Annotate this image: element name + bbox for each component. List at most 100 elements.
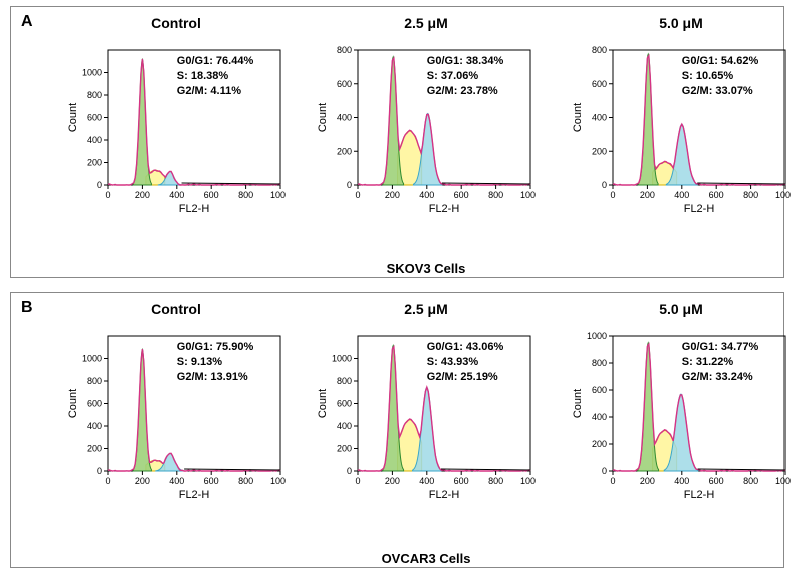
svg-text:200: 200 xyxy=(592,439,607,449)
svg-text:800: 800 xyxy=(743,190,758,200)
svg-text:1000: 1000 xyxy=(82,354,102,364)
svg-text:800: 800 xyxy=(488,190,503,200)
svg-text:800: 800 xyxy=(488,476,503,486)
x-axis-label: FL2-H xyxy=(179,203,210,215)
svg-text:200: 200 xyxy=(385,190,400,200)
y-axis-label: Count xyxy=(67,103,79,132)
stat-g2m: G2/M: 25.19% xyxy=(427,371,498,383)
svg-text:200: 200 xyxy=(592,146,607,156)
svg-text:200: 200 xyxy=(337,444,352,454)
cell-line-label: SKOV3 Cells xyxy=(326,261,526,276)
svg-text:800: 800 xyxy=(337,45,352,55)
svg-text:200: 200 xyxy=(135,476,150,486)
x-axis-label: FL2-H xyxy=(684,489,715,501)
svg-text:200: 200 xyxy=(640,476,655,486)
svg-text:800: 800 xyxy=(337,376,352,386)
y-axis-label: Count xyxy=(572,389,584,418)
svg-text:200: 200 xyxy=(135,190,150,200)
svg-text:0: 0 xyxy=(347,466,352,476)
svg-text:800: 800 xyxy=(592,45,607,55)
stat-s: S: 18.38% xyxy=(177,70,228,82)
y-axis-label: Count xyxy=(572,103,584,132)
svg-text:800: 800 xyxy=(238,476,253,486)
cell-cycle-stats: G0/G1: 54.62%S: 10.65%G2/M: 33.07% xyxy=(682,54,758,99)
svg-text:1000: 1000 xyxy=(775,476,791,486)
svg-text:600: 600 xyxy=(709,190,724,200)
svg-text:0: 0 xyxy=(97,466,102,476)
condition-title: Control xyxy=(76,15,276,31)
stat-g2m: G2/M: 33.24% xyxy=(682,371,753,383)
stat-g0g1: G0/G1: 54.62% xyxy=(682,55,758,67)
svg-text:0: 0 xyxy=(610,190,615,200)
x-axis-label: FL2-H xyxy=(429,489,460,501)
panel-a-label: A xyxy=(21,13,33,31)
svg-text:0: 0 xyxy=(602,180,607,190)
svg-text:1000: 1000 xyxy=(775,190,791,200)
condition-title: 2.5 μM xyxy=(326,15,526,31)
svg-text:0: 0 xyxy=(602,466,607,476)
svg-text:400: 400 xyxy=(337,113,352,123)
stat-s: S: 37.06% xyxy=(427,70,478,82)
svg-text:600: 600 xyxy=(204,476,219,486)
svg-text:0: 0 xyxy=(97,180,102,190)
svg-text:800: 800 xyxy=(87,90,102,100)
condition-title: Control xyxy=(76,301,276,317)
svg-text:200: 200 xyxy=(337,146,352,156)
svg-text:600: 600 xyxy=(337,79,352,89)
cell-cycle-stats: G0/G1: 43.06%S: 43.93%G2/M: 25.19% xyxy=(427,340,503,385)
svg-text:400: 400 xyxy=(674,476,689,486)
svg-text:200: 200 xyxy=(385,476,400,486)
svg-text:0: 0 xyxy=(105,190,110,200)
svg-text:1000: 1000 xyxy=(82,68,102,78)
stat-s: S: 31.22% xyxy=(682,356,733,368)
stat-g0g1: G0/G1: 75.90% xyxy=(177,341,253,353)
stat-g2m: G2/M: 4.11% xyxy=(177,85,241,97)
svg-text:1000: 1000 xyxy=(520,190,536,200)
condition-title: 2.5 μM xyxy=(326,301,526,317)
panel-b-row: B Control 0 200 400 600 800 1000 0 200 400 600 800 1… xyxy=(10,292,784,568)
stat-g2m: G2/M: 13.91% xyxy=(177,371,248,383)
svg-text:1000: 1000 xyxy=(270,476,286,486)
x-axis-label: FL2-H xyxy=(429,203,460,215)
svg-text:400: 400 xyxy=(337,421,352,431)
cell-cycle-stats: G0/G1: 34.77% S: 31.22% G2/M: 33.24% xyxy=(682,340,758,385)
svg-text:600: 600 xyxy=(204,190,219,200)
svg-text:800: 800 xyxy=(592,358,607,368)
panel-b-label: B xyxy=(21,299,33,317)
figure-root: A Control 0 200 400 600 800 1000 0 200 400 600 800 1… xyxy=(0,0,794,579)
svg-text:400: 400 xyxy=(419,476,434,486)
condition-title: 5.0 μM xyxy=(581,15,781,31)
svg-text:400: 400 xyxy=(87,421,102,431)
y-axis-label: Count xyxy=(317,103,329,132)
svg-text:600: 600 xyxy=(87,113,102,123)
svg-text:200: 200 xyxy=(87,158,102,168)
y-axis-label: Count xyxy=(317,389,329,418)
svg-text:200: 200 xyxy=(87,444,102,454)
svg-text:400: 400 xyxy=(592,412,607,422)
stat-g2m: G2/M: 23.78% xyxy=(427,85,498,97)
y-axis-label: Count xyxy=(67,389,79,418)
svg-text:200: 200 xyxy=(640,190,655,200)
stat-s: S: 9.13% xyxy=(177,356,222,368)
svg-text:0: 0 xyxy=(347,180,352,190)
x-axis-label: FL2-H xyxy=(684,203,715,215)
panel-a-row: A Control 0 200 400 600 800 1000 0 200 400 600 800 1… xyxy=(10,6,784,278)
stat-g0g1: G0/G1: 34.77% xyxy=(682,341,758,353)
svg-text:800: 800 xyxy=(238,190,253,200)
svg-text:600: 600 xyxy=(337,399,352,409)
svg-text:0: 0 xyxy=(355,476,360,486)
svg-text:600: 600 xyxy=(87,399,102,409)
svg-text:400: 400 xyxy=(169,190,184,200)
stat-g0g1: G0/G1: 76.44% xyxy=(177,55,253,67)
svg-text:0: 0 xyxy=(610,476,615,486)
svg-text:800: 800 xyxy=(743,476,758,486)
svg-text:1000: 1000 xyxy=(332,354,352,364)
svg-text:600: 600 xyxy=(709,476,724,486)
svg-text:600: 600 xyxy=(592,385,607,395)
x-axis-label: FL2-H xyxy=(179,489,210,501)
svg-text:600: 600 xyxy=(454,190,469,200)
stat-g0g1: G0/G1: 38.34% xyxy=(427,55,503,67)
svg-text:0: 0 xyxy=(355,190,360,200)
svg-text:400: 400 xyxy=(419,190,434,200)
svg-text:0: 0 xyxy=(105,476,110,486)
